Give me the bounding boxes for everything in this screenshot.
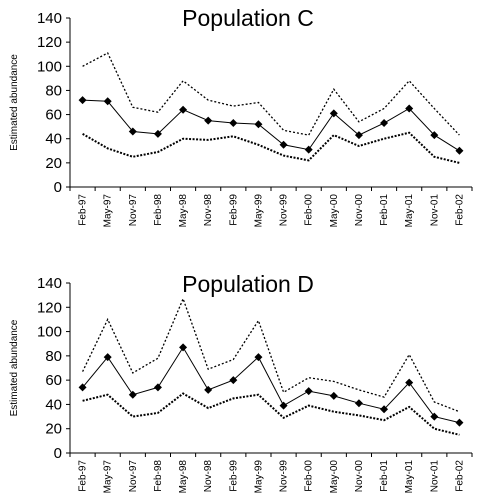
- x-tick-label: Nov-98: [203, 460, 214, 493]
- data-point-marker: [103, 97, 112, 106]
- x-tick-label: May-00: [329, 460, 340, 494]
- data-point-marker: [254, 353, 263, 362]
- x-tick-label: Feb-02: [454, 460, 465, 492]
- y-tick-label: 100: [37, 58, 62, 75]
- x-tick-label: Nov-00: [354, 460, 365, 493]
- y-tick-label: 80: [45, 82, 62, 99]
- x-tick-label: Feb-02: [454, 194, 465, 226]
- data-point-marker: [405, 378, 414, 387]
- y-tick-label: 120: [37, 34, 62, 51]
- data-point-marker: [153, 383, 162, 392]
- y-tick-label: 60: [45, 372, 62, 389]
- data-point-marker: [455, 418, 464, 427]
- data-point-marker: [354, 399, 363, 408]
- x-tick-label: Nov-99: [279, 194, 290, 227]
- data-point-marker: [430, 412, 439, 421]
- y-tick-label: 0: [54, 445, 62, 462]
- data-point-marker: [229, 376, 238, 385]
- x-tick-label: Nov-97: [128, 460, 139, 493]
- x-tick-label: May-97: [103, 194, 114, 228]
- data-point-marker: [78, 383, 87, 392]
- x-tick-label: May-00: [329, 194, 340, 228]
- y-tick-label: 100: [37, 324, 62, 341]
- chart-panel-1: Population C Estimated abundance 0 20 40 60 80…: [9, 5, 473, 228]
- y-tick-label: 40: [45, 396, 62, 413]
- x-tick-label: Feb-01: [379, 194, 390, 226]
- data-point-marker: [78, 96, 87, 105]
- y-tick-label: 40: [45, 131, 62, 148]
- x-tick-label: May-99: [253, 194, 264, 228]
- x-tick-label: May-01: [404, 460, 415, 494]
- data-point-marker: [128, 390, 137, 399]
- y-tick-label: 20: [45, 421, 62, 438]
- data-point-marker: [304, 387, 313, 396]
- lower-bound-line: [82, 392, 460, 436]
- x-tick-label: May-98: [178, 460, 189, 494]
- data-point-marker: [204, 385, 213, 394]
- data-point-marker: [455, 146, 464, 155]
- x-tick-label: Nov-98: [203, 194, 214, 227]
- data-point-marker: [329, 391, 338, 400]
- chart-panel-2: Population D Estimated abundance 0 20 40 60 80…: [9, 271, 473, 494]
- data-point-marker: [279, 401, 288, 410]
- x-tick-label: May-98: [178, 194, 189, 228]
- x-tick-label: Feb-98: [153, 460, 164, 492]
- x-tick-label: Nov-00: [354, 194, 365, 227]
- x-tick-label: May-99: [253, 460, 264, 494]
- y-tick-label: 80: [45, 348, 62, 365]
- x-tick-label: Nov-01: [429, 460, 440, 493]
- data-point-marker: [380, 119, 389, 128]
- x-tick-label: May-01: [404, 194, 415, 228]
- y-tick-label: 140: [37, 10, 62, 27]
- y-axis-label: Estimated abundance: [9, 319, 20, 416]
- data-point-marker: [329, 109, 338, 118]
- x-tick-label: Nov-97: [128, 194, 139, 227]
- chart-title: Population D: [182, 271, 314, 297]
- estimate-line: [82, 99, 460, 152]
- data-point-marker: [229, 119, 238, 128]
- x-tick-label: Feb-00: [304, 194, 315, 226]
- x-tick-label: Feb-99: [228, 194, 239, 226]
- lower-bound-line: [82, 131, 460, 164]
- data-point-marker: [430, 131, 439, 140]
- x-tick-label: Feb-98: [153, 194, 164, 226]
- upper-bound-line: [82, 297, 460, 413]
- data-point-marker: [179, 105, 188, 114]
- data-point-marker: [103, 353, 112, 362]
- estimate-line: [82, 346, 460, 424]
- y-tick-label: 140: [37, 275, 62, 292]
- data-point-marker: [204, 116, 213, 125]
- y-axis-label: Estimated abundance: [9, 54, 20, 151]
- y-tick-label: 20: [45, 155, 62, 172]
- y-tick-label: 120: [37, 299, 62, 316]
- chart-title: Population C: [182, 5, 314, 31]
- data-point-marker: [179, 343, 188, 352]
- x-tick-label: Nov-01: [429, 194, 440, 227]
- data-point-marker: [254, 120, 263, 129]
- x-tick-label: Feb-01: [379, 460, 390, 492]
- upper-bound-line: [82, 52, 460, 136]
- x-tick-label: Feb-97: [78, 460, 89, 492]
- y-tick-label: 0: [54, 179, 62, 196]
- data-point-marker: [279, 140, 288, 149]
- data-point-marker: [128, 127, 137, 136]
- x-tick-label: May-97: [103, 460, 114, 494]
- data-point-marker: [153, 129, 162, 138]
- data-point-marker: [405, 104, 414, 113]
- data-point-marker: [304, 145, 313, 154]
- x-tick-label: Feb-97: [78, 194, 89, 226]
- x-tick-label: Feb-99: [228, 460, 239, 492]
- y-tick-label: 60: [45, 107, 62, 124]
- data-point-marker: [354, 131, 363, 140]
- x-tick-label: Nov-99: [279, 460, 290, 493]
- data-point-marker: [380, 405, 389, 414]
- x-tick-label: Feb-00: [304, 460, 315, 492]
